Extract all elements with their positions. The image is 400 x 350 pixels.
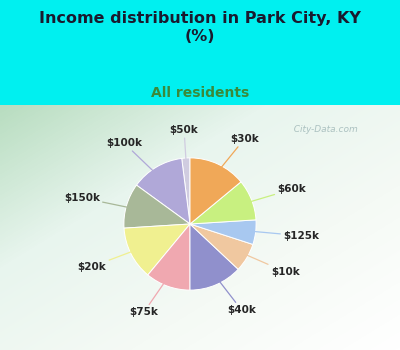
Text: $60k: $60k <box>234 184 306 206</box>
Wedge shape <box>124 224 190 275</box>
Wedge shape <box>190 224 238 290</box>
Wedge shape <box>136 159 190 224</box>
Text: $20k: $20k <box>78 246 148 272</box>
Text: $125k: $125k <box>237 230 319 241</box>
Text: $10k: $10k <box>231 248 300 277</box>
Text: $40k: $40k <box>209 268 256 315</box>
Wedge shape <box>148 224 190 290</box>
Text: $150k: $150k <box>64 193 144 211</box>
Wedge shape <box>190 220 256 244</box>
Wedge shape <box>124 185 190 228</box>
Text: City-Data.com: City-Data.com <box>288 125 358 134</box>
Text: $30k: $30k <box>210 134 259 181</box>
Wedge shape <box>190 224 253 269</box>
Text: $100k: $100k <box>106 138 166 183</box>
Text: Income distribution in Park City, KY
(%): Income distribution in Park City, KY (%) <box>39 10 361 44</box>
Wedge shape <box>190 182 256 224</box>
Wedge shape <box>182 158 190 224</box>
Text: $75k: $75k <box>129 269 174 317</box>
Text: All residents: All residents <box>151 86 249 100</box>
Text: $50k: $50k <box>170 125 198 176</box>
Wedge shape <box>190 158 241 224</box>
